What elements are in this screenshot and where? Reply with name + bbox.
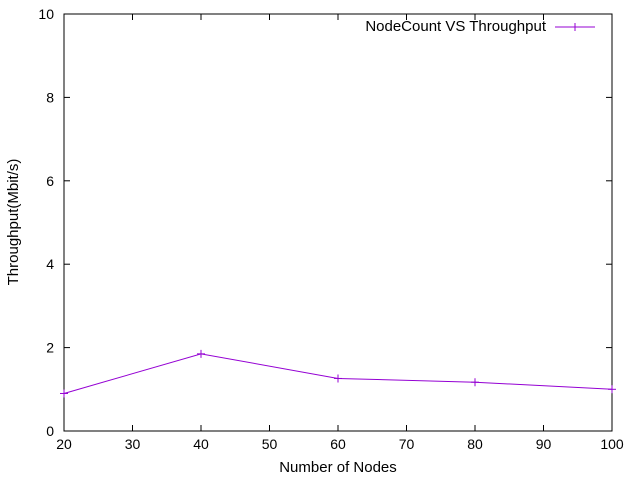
y-tick-label: 10 [38,6,54,22]
x-tick-label: 40 [193,436,209,452]
y-tick-label: 8 [46,89,54,105]
series-layer [60,349,616,398]
legend: NodeCount VS Throughput [365,18,595,35]
x-tick-label: 90 [536,436,552,452]
legend-marker [571,23,579,31]
legend-marker-plus [571,23,579,31]
data-point [608,385,616,394]
y-tick-label: 4 [46,256,54,272]
y-tick-label: 6 [46,173,54,189]
data-point [334,374,342,383]
data-point [471,378,479,387]
x-tick-label: 30 [125,436,141,452]
plot-frame [63,13,613,432]
series-line [63,353,613,394]
x-axis-title: Number of Nodes [279,459,397,476]
data-point [60,389,68,398]
x-tick-label: 50 [262,436,278,452]
y-tick-label: 2 [46,340,54,356]
y-axis-ticks: 0 2 4 6 8 10 [38,6,612,439]
x-tick-label: 60 [330,436,346,452]
plot-border [63,13,613,432]
y-tick-label: 0 [46,423,54,439]
x-tick-label: 100 [600,436,624,452]
x-axis-ticks: 20 30 40 50 60 70 80 90 100 [56,14,624,452]
x-tick-label: 80 [467,436,483,452]
y-axis-title: Throughput(Mbit/s) [5,159,22,286]
x-tick-label: 20 [56,436,72,452]
x-tick-label: 70 [399,436,415,452]
legend-label: NodeCount VS Throughput [365,18,547,35]
data-point [197,349,205,358]
